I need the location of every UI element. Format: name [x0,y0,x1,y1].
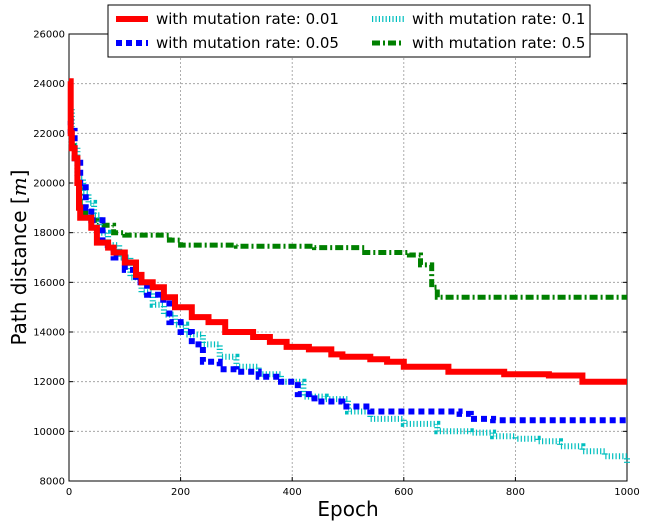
legend-box [107,4,591,58]
x-tick-label: 600 [394,487,413,498]
series-line-3 [68,105,630,464]
y-axis-label-prefix: Path distance [ [7,196,31,345]
y-tick-label: 20000 [33,179,65,190]
x-axis-ticks: 0 200 400 600 800 1000 [66,34,640,498]
x-tick-label: 400 [283,487,302,498]
series-line-1 [67,78,627,385]
y-tick-label: 14000 [33,328,65,339]
y-tick-label: 16000 [33,278,65,289]
legend-item: with mutation rate: 0.05 [116,34,339,52]
y-axis-label-suffix: ] [7,170,31,178]
legend-item: with mutation rate: 0.01 [116,10,339,28]
y-axis-label-unit: m [7,177,31,196]
x-tick-label: 0 [66,487,72,498]
y-tick-label: 22000 [33,129,65,140]
series-line-4 [69,143,627,300]
series-layer [67,78,630,464]
y-tick-label: 8000 [40,477,65,488]
y-tick-label: 10000 [33,427,65,438]
y-axis-ticks: 8000 10000 12000 14000 16000 18000 20000 22000 2… [33,30,627,488]
y-tick-label: 12000 [33,377,65,388]
legend: with mutation rate: 0.01 with mutation ra… [107,4,591,58]
legend-label: with mutation rate: 0.05 [156,34,339,52]
y-tick-label: 24000 [33,79,65,90]
series-line-2 [67,117,627,424]
y-tick-label: 26000 [33,30,65,41]
y-tick-label: 18000 [33,228,65,239]
x-axis-label: Epoch [317,497,378,521]
x-tick-label: 800 [506,487,525,498]
legend-label: with mutation rate: 0.5 [412,34,585,52]
legend-label: with mutation rate: 0.1 [412,10,585,28]
x-tick-label: 200 [171,487,190,498]
x-tick-label: 1000 [614,487,639,498]
y-axis-label: Path distance [m] [7,170,31,346]
legend-item: with mutation rate: 0.1 [372,10,585,28]
legend-item: with mutation rate: 0.5 [372,34,585,52]
legend-label: with mutation rate: 0.01 [156,10,339,28]
